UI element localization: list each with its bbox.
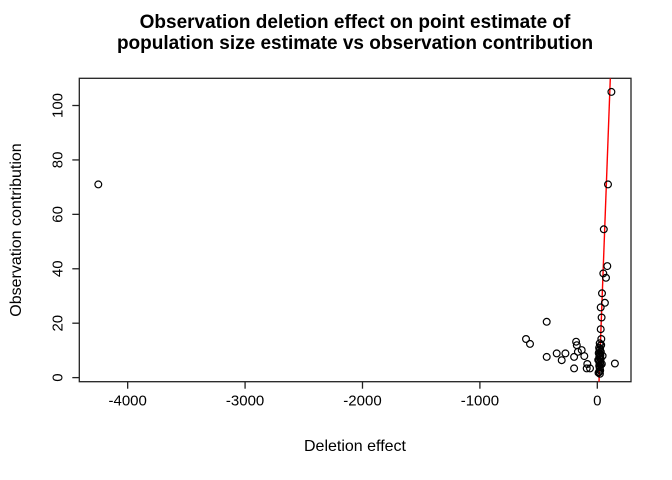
data-point: [580, 352, 589, 361]
x-tick-label: 0: [593, 393, 601, 410]
x-tick-label: -4000: [108, 393, 146, 410]
y-tick-label: 40: [49, 260, 66, 277]
data-point: [594, 368, 603, 377]
data-point: [573, 347, 582, 356]
chart-title-line-2: population size estimate vs observation …: [116, 33, 594, 54]
data-point: [597, 289, 606, 298]
x-tick-label: -2000: [343, 393, 381, 410]
chart-title-line-1: Observation deletion effect on point est…: [139, 12, 571, 33]
data-point: [572, 337, 581, 346]
data-point: [601, 273, 610, 282]
data-point: [585, 364, 594, 373]
data-point: [596, 303, 605, 312]
data-point: [600, 298, 609, 307]
data-point: [557, 356, 566, 365]
x-axis-label: Deletion effect: [304, 438, 406, 455]
data-point: [582, 364, 591, 373]
data-point: [525, 339, 534, 348]
data-point: [570, 352, 579, 361]
data-point: [594, 355, 603, 364]
data-point: [597, 341, 606, 350]
data-point: [598, 351, 607, 360]
data-point: [521, 335, 530, 344]
y-tick-label: 100: [49, 93, 66, 118]
x-tick-label: -3000: [226, 393, 264, 410]
data-point: [599, 225, 608, 234]
y-tick-label: 0: [49, 373, 66, 381]
y-tick-label: 60: [49, 206, 66, 223]
x-tick-label: -1000: [461, 393, 499, 410]
data-point: [603, 262, 612, 271]
data-point: [596, 325, 605, 334]
data-point: [603, 180, 612, 189]
data-point: [542, 317, 551, 326]
chart-title: Observation deletion effect on point est…: [79, 12, 631, 54]
data-point: [561, 349, 570, 358]
y-axis-label: Observation contribution: [8, 143, 25, 317]
data-point: [597, 313, 606, 322]
data-point: [570, 364, 579, 373]
data-point: [595, 369, 604, 378]
data-point: [552, 349, 561, 358]
data-point: [610, 359, 619, 368]
data-point: [542, 352, 551, 361]
y-tick-label: 20: [49, 315, 66, 332]
regression-line: [598, 78, 612, 382]
plot-box: [78, 77, 632, 383]
data-point: [94, 180, 103, 189]
data-point: [607, 87, 616, 96]
y-tick-label: 80: [49, 152, 66, 169]
